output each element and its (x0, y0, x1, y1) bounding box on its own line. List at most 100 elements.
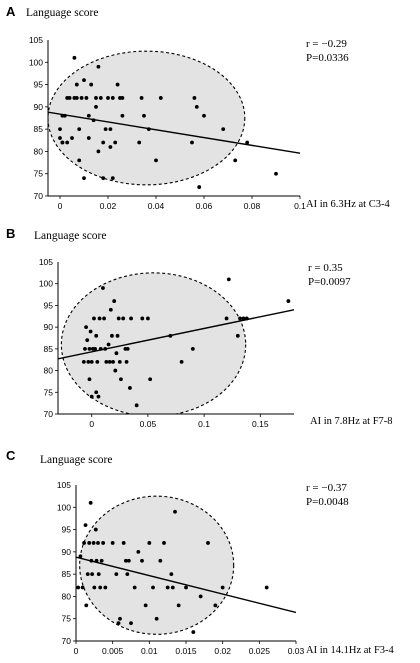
chart-1-data-point (102, 316, 106, 321)
chart-1-data-point (108, 307, 113, 312)
chart-0-data-point (146, 127, 151, 132)
chart-1-data-point (98, 346, 103, 351)
chart-0-data-point (79, 96, 84, 100)
chart-1-data-point (129, 316, 133, 321)
chart-1-data-point (92, 316, 96, 321)
chart-2-data-point (125, 572, 130, 577)
chart-0-r-value: r = −0.29 (306, 38, 347, 50)
chart-0-data-point (86, 136, 91, 140)
chart-1-data-point (134, 403, 139, 408)
chart-2-data-point (114, 572, 119, 577)
chart-2-y-tick-label: 90 (62, 547, 72, 557)
chart-1-data-point (168, 333, 173, 338)
chart-2-x-tick-label: 0.015 (175, 646, 197, 656)
chart-0-data-point (96, 149, 101, 154)
chart-2-data-point (129, 621, 133, 626)
chart-0-y-tick-label: 70 (34, 191, 44, 201)
chart-1-data-point (119, 377, 123, 382)
chart-1-data-point (117, 359, 122, 364)
chart-0-data-point (77, 158, 82, 163)
chart-1-y-tick-label: 75 (44, 387, 54, 397)
chart-1-data-point (83, 346, 87, 351)
chart-1-data-point (89, 359, 94, 364)
chart-1-data-point (114, 351, 119, 356)
chart-0-data-point (202, 113, 206, 118)
chart-2-p-value: P=0.0048 (306, 496, 349, 508)
chart-1-data-point (110, 333, 114, 338)
chart-1-data-point (224, 316, 229, 321)
chart-2-data-point (184, 585, 188, 590)
chart-1-x-tick-label: 0.05 (140, 419, 157, 429)
chart-1-x-tick-label: 0.1 (198, 419, 210, 429)
chart-2-data-point (170, 585, 175, 590)
chart-2-x-tick-label: 0 (74, 646, 79, 656)
chart-0-y-tick-label: 90 (34, 102, 44, 112)
chart-1-data-point (113, 368, 118, 373)
chart-2-data-point (93, 527, 98, 532)
chart-1-data-point (87, 377, 92, 382)
chart-0-data-point (101, 140, 106, 145)
chart-0-data-point (103, 127, 108, 132)
chart-0-data-point (70, 136, 74, 140)
chart-1-data-point (128, 386, 132, 390)
chart-0-x-tick-label: 0.1 (294, 201, 306, 211)
chart-2-data-point (85, 572, 90, 577)
chart-1-regression-line (58, 309, 294, 360)
chart-1-y-tick-label: 100 (39, 279, 53, 289)
chart-0-data-point (72, 55, 77, 60)
chart-2-panel-letter: C (6, 448, 16, 463)
chart-0-plot-area (48, 50, 300, 189)
chart-2-data-point (147, 541, 152, 545)
chart-0-data-point (245, 140, 250, 145)
chart-0-x-tick-label: 0.06 (196, 201, 213, 211)
chart-2-x-tick-label: 0.025 (249, 646, 271, 656)
chart-0-data-point (120, 96, 125, 100)
chart-2-data-point (213, 603, 218, 608)
chart-1-data-point (103, 346, 108, 351)
chart-1-data-point (125, 346, 130, 351)
chart-0-data-point (62, 113, 67, 118)
chart-1-y-tick-label: 70 (44, 409, 54, 419)
chart-0-data-point (108, 145, 113, 149)
chart-2-data-point (136, 549, 141, 554)
chart-2-data-point (154, 616, 159, 621)
chart-2-data-point (126, 558, 131, 563)
chart-1-data-point (238, 316, 242, 321)
chart-1-data-point (101, 286, 105, 290)
chart-2-r-value: r = −0.37 (306, 482, 347, 494)
chart-1-data-point (111, 359, 115, 364)
chart-0-y-tick-label: 105 (29, 35, 43, 45)
chart-2-x-tick-label: 0.02 (214, 646, 231, 656)
chart-0-data-point (106, 96, 110, 100)
chart-0-y-tick-label: 95 (34, 80, 44, 90)
chart-0-data-point (65, 140, 70, 145)
chart-2-data-point (110, 541, 115, 545)
chart-0-x-tick-label: 0.02 (100, 201, 117, 211)
chart-2-data-point (76, 585, 81, 590)
chart-0-data-point (60, 140, 65, 145)
chart-0-data-point (142, 113, 146, 118)
chart-1-data-point (95, 359, 100, 364)
chart-2-data-point (101, 541, 106, 545)
chart-0-y-axis-label: Language score (26, 7, 98, 19)
chart-0-x-tick-label: 0.08 (244, 201, 261, 211)
chart-2-data-point (91, 541, 96, 545)
chart-2-data-point (198, 594, 203, 599)
chart-1-p-value: P=0.0097 (308, 276, 351, 288)
chart-1-data-point (286, 299, 291, 303)
chart-2-y-tick-label: 75 (62, 614, 72, 624)
chart-2-data-point (82, 541, 86, 545)
chart-2-plot-area (76, 495, 296, 635)
chart-1-data-point (179, 359, 184, 364)
chart-1-panel-letter: B (6, 226, 15, 241)
chart-0-y-tick-label: 75 (34, 169, 44, 179)
chart-0-data-point (154, 158, 158, 163)
chart-2-data-point (96, 541, 100, 545)
chart-0-y-tick-label: 85 (34, 124, 44, 134)
chart-0-data-point (110, 176, 115, 181)
chart-2-data-point (84, 603, 89, 608)
chart-2-y-tick-label: 80 (62, 591, 72, 601)
chart-2-panel: C Language score 70 75 80 85 90 95 100 105 0 0.005 0… (6, 448, 395, 656)
chart-0-data-point (110, 96, 115, 100)
chart-0-data-point (74, 96, 79, 100)
